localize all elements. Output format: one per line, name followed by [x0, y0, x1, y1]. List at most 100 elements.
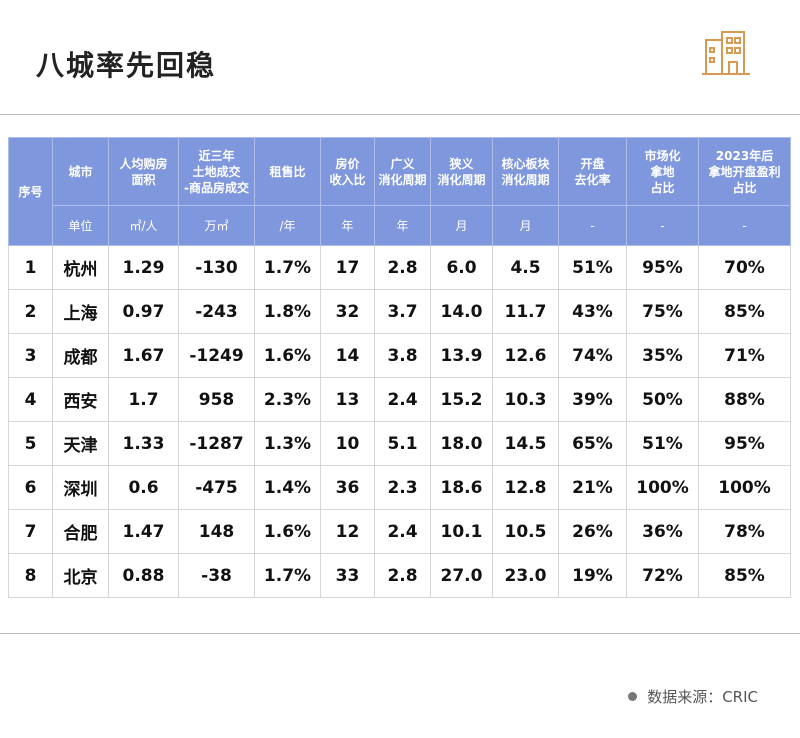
table-cell: 71% — [698, 333, 791, 378]
table-row: 6 深圳 0.6 -475 1.4% 36 2.3 18.6 12.8 21% 100% 100% — [8, 465, 791, 510]
table-row: 4 西安 1.7 958 2.3% 13 2.4 15.2 10.3 39% 50% 88% — [8, 377, 791, 422]
unit-cell: 年 — [320, 205, 375, 246]
table-cell: 4 — [8, 377, 53, 422]
table-cell: 2.3 — [374, 465, 431, 510]
table-cell: 36 — [320, 465, 375, 510]
table-row: 8 北京 0.88 -38 1.7% 33 2.8 27.0 23.0 19% 72% 85% — [8, 553, 791, 598]
table-cell: 1.3% — [254, 421, 321, 466]
table-cell: 1.29 — [108, 245, 179, 290]
table-cell: 1.47 — [108, 509, 179, 554]
table-cell: 1 — [8, 245, 53, 290]
table-cell: 1.7% — [254, 553, 321, 598]
table-cell: 1.8% — [254, 289, 321, 334]
table-cell: 2.4 — [374, 509, 431, 554]
table-cell: 958 — [178, 377, 255, 422]
table-cell: 1.6% — [254, 333, 321, 378]
table-cell: -1249 — [178, 333, 255, 378]
page-title: 八城率先回稳 — [36, 49, 217, 82]
table-cell: 0.6 — [108, 465, 179, 510]
building-icon — [702, 31, 750, 75]
table-cell: 10.5 — [492, 509, 559, 554]
table-cell: 1.67 — [108, 333, 179, 378]
table-cell: 74% — [558, 333, 627, 378]
table-cell: 0.88 — [108, 553, 179, 598]
table-cell: 12.6 — [492, 333, 559, 378]
header-cell: 广义 消化周期 — [374, 137, 431, 206]
table-cell: 深圳 — [52, 465, 109, 510]
header-cell: 市场化 拿地 占比 — [626, 137, 699, 206]
header-cell: 开盘 去化率 — [558, 137, 627, 206]
table-cell: 西安 — [52, 377, 109, 422]
table-cell: 148 — [178, 509, 255, 554]
table-cell: 3.8 — [374, 333, 431, 378]
header-cell: 序号 — [8, 137, 53, 246]
table-cell: 成都 — [52, 333, 109, 378]
table-cell: 2.8 — [374, 553, 431, 598]
table-row: 2 上海 0.97 -243 1.8% 32 3.7 14.0 11.7 43% 75% 85% — [8, 289, 791, 334]
table-cell: 27.0 — [430, 553, 493, 598]
table-cell: 5.1 — [374, 421, 431, 466]
table-cell: 43% — [558, 289, 627, 334]
table-cell: 72% — [626, 553, 699, 598]
table-cell: 10 — [320, 421, 375, 466]
table-cell: 100% — [698, 465, 791, 510]
table-cell: 2.8 — [374, 245, 431, 290]
table-cell: 13.9 — [430, 333, 493, 378]
table-cell: 11.7 — [492, 289, 559, 334]
divider — [0, 114, 800, 115]
divider — [0, 633, 800, 634]
table-cell: 4.5 — [492, 245, 559, 290]
table-cell: 14.5 — [492, 421, 559, 466]
table-cell: 3.7 — [374, 289, 431, 334]
table-cell: 88% — [698, 377, 791, 422]
source-note: 数据来源：CRIC — [628, 686, 758, 707]
table-cell: 100% — [626, 465, 699, 510]
unit-cell: 单位 — [52, 205, 109, 246]
table-cell: 上海 — [52, 289, 109, 334]
table-cell: 1.4% — [254, 465, 321, 510]
table-cell: 10.3 — [492, 377, 559, 422]
table-cell: 6.0 — [430, 245, 493, 290]
table-cell: 32 — [320, 289, 375, 334]
table-cell: 1.7% — [254, 245, 321, 290]
table-cell: 23.0 — [492, 553, 559, 598]
unit-cell: 月 — [430, 205, 493, 246]
table-cell: 21% — [558, 465, 627, 510]
table-cell: 合肥 — [52, 509, 109, 554]
table-row: 1 杭州 1.29 -130 1.7% 17 2.8 6.0 4.5 51% 95% 70% — [8, 245, 791, 290]
table-cell: 1.6% — [254, 509, 321, 554]
table-cell: -38 — [178, 553, 255, 598]
table-cell: 2 — [8, 289, 53, 334]
table-row: 5 天津 1.33 -1287 1.3% 10 5.1 18.0 14.5 65% 51% 95% — [8, 421, 791, 466]
table-cell: 14.0 — [430, 289, 493, 334]
table-cell: 85% — [698, 289, 791, 334]
table-cell: 天津 — [52, 421, 109, 466]
unit-cell: - — [558, 205, 627, 246]
table-row: 3 成都 1.67 -1249 1.6% 14 3.8 13.9 12.6 74% 35% 71% — [8, 333, 791, 378]
unit-cell: /年 — [254, 205, 321, 246]
header-cell: 2023年后 拿地开盘盈利 占比 — [698, 137, 791, 206]
table-cell: 70% — [698, 245, 791, 290]
table-cell: 8 — [8, 553, 53, 598]
table-cell: 39% — [558, 377, 627, 422]
table-cell: 95% — [626, 245, 699, 290]
table-cell: 2.4 — [374, 377, 431, 422]
table-cell: 36% — [626, 509, 699, 554]
table-cell: 26% — [558, 509, 627, 554]
header-cell: 近三年 土地成交 -商品房成交 — [178, 137, 255, 206]
table-cell: 2.3% — [254, 377, 321, 422]
data-table: 序号 城市 人均购房 面积 近三年 土地成交 -商品房成交 租售比 房价 收入比 广义 消化… — [8, 137, 791, 598]
table-cell: 85% — [698, 553, 791, 598]
table-cell: 杭州 — [52, 245, 109, 290]
table-cell: 7 — [8, 509, 53, 554]
table-cell: 12.8 — [492, 465, 559, 510]
table-cell: 19% — [558, 553, 627, 598]
unit-row: 单位 ㎡/人 万㎡/年年年月月 - - - — [9, 205, 791, 246]
header-cell: 城市 — [52, 137, 109, 206]
table-cell: 18.6 — [430, 465, 493, 510]
table-cell: 14 — [320, 333, 375, 378]
table-cell: 6 — [8, 465, 53, 510]
header-cell: 租售比 — [254, 137, 321, 206]
table-cell: 0.97 — [108, 289, 179, 334]
